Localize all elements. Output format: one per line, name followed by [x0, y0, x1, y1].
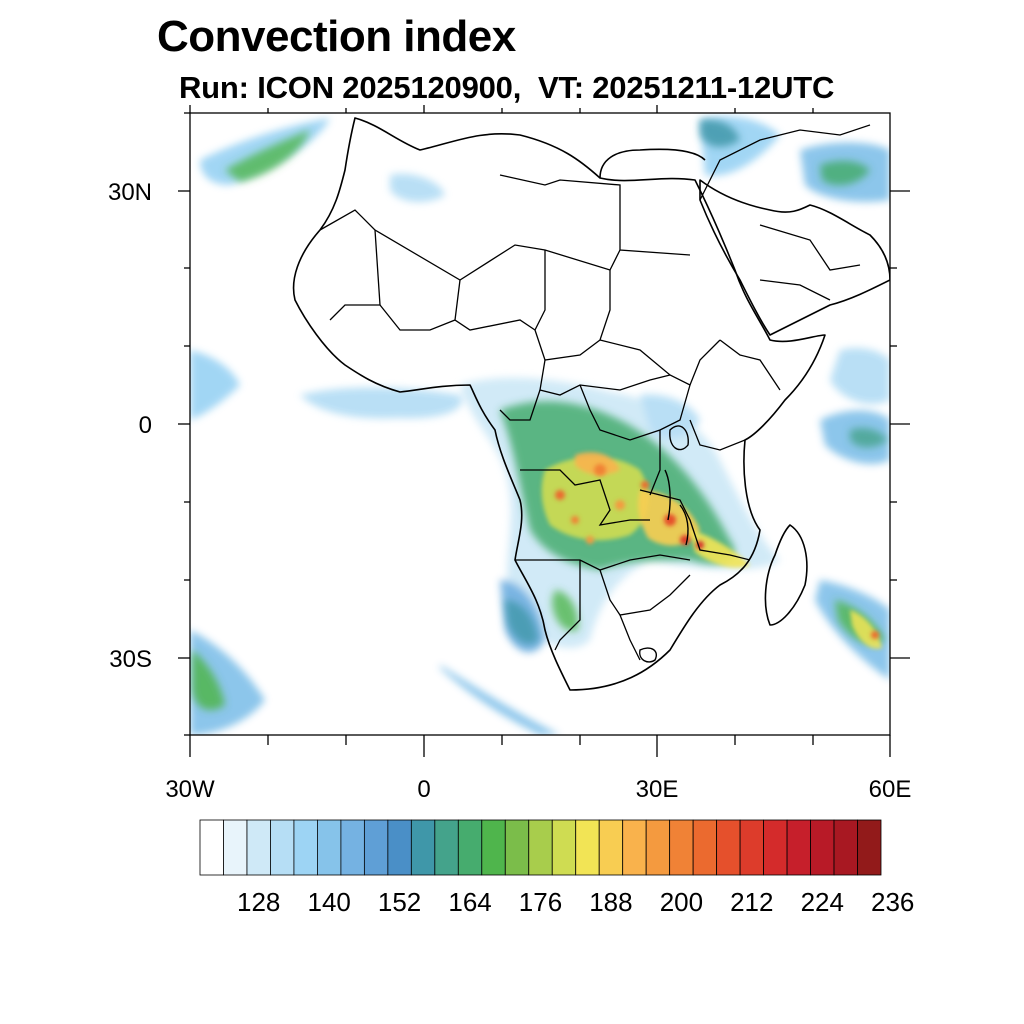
colorbar-swatch — [504, 819, 530, 876]
colorbar-swatch — [199, 819, 224, 876]
x-label-0: 0 — [417, 776, 430, 803]
colorbar-labels: 128 140 152 164 176 188 200 212 224 236 — [237, 887, 914, 917]
colorbar-swatch — [857, 819, 882, 876]
colorbar-label: 128 — [237, 887, 280, 917]
colorbar-swatch — [833, 819, 858, 876]
colorbar-swatch — [786, 819, 811, 876]
colorbar-swatch — [739, 819, 764, 876]
colorbar-swatch — [270, 819, 295, 876]
axis-ticks — [178, 105, 910, 757]
colorbar-swatch — [551, 819, 577, 876]
colorbar-swatch — [317, 819, 342, 876]
colorbar-label: 224 — [801, 887, 844, 917]
colorbar-swatch — [645, 819, 671, 876]
x-label-60e: 60E — [869, 776, 912, 803]
colorbar-label: 140 — [308, 887, 351, 917]
colorbar-swatch — [810, 819, 835, 876]
y-label-30n: 30N — [108, 179, 152, 206]
colorbar-label: 164 — [448, 887, 491, 917]
colorbar-swatch — [716, 819, 741, 876]
x-label-30w: 30W — [165, 776, 215, 803]
country-borders — [319, 124, 871, 661]
colorbar-swatch — [692, 819, 718, 876]
colorbar-label: 152 — [378, 887, 421, 917]
colorbar-swatch — [528, 819, 553, 876]
colorbar-swatch — [340, 819, 365, 876]
y-label-30s: 30S — [109, 646, 152, 673]
colorbar-label: 212 — [730, 887, 773, 917]
colorbar-swatch — [293, 819, 318, 876]
colorbar-swatch — [669, 819, 694, 876]
lakes — [639, 425, 689, 663]
colorbar-label: 236 — [871, 887, 914, 917]
colorbar-swatch — [434, 819, 459, 876]
colorbar-swatch — [763, 819, 788, 876]
colorbar-swatch — [598, 819, 624, 876]
colorbar-swatch — [622, 819, 647, 876]
colorbar-label: 200 — [660, 887, 703, 917]
colorbar — [199, 819, 882, 876]
colorbar-swatch — [457, 819, 483, 876]
colorbar-swatch — [410, 819, 436, 876]
chart-subtitle: Run: ICON 2025120900, VT: 20251211-12UTC — [179, 70, 835, 105]
coastline — [292, 117, 890, 691]
x-label-30e: 30E — [636, 776, 679, 803]
colorbar-label: 176 — [519, 887, 562, 917]
colorbar-swatch — [575, 819, 600, 876]
colorbar-swatch — [246, 819, 271, 876]
colorbar-swatch — [223, 819, 248, 876]
colorbar-label: 188 — [589, 887, 632, 917]
y-label-0: 0 — [139, 412, 152, 439]
colorbar-swatch — [363, 819, 389, 876]
colorbar-swatch — [481, 819, 506, 876]
chart-title: Convection index — [157, 12, 516, 61]
colorbar-swatch — [387, 819, 412, 876]
